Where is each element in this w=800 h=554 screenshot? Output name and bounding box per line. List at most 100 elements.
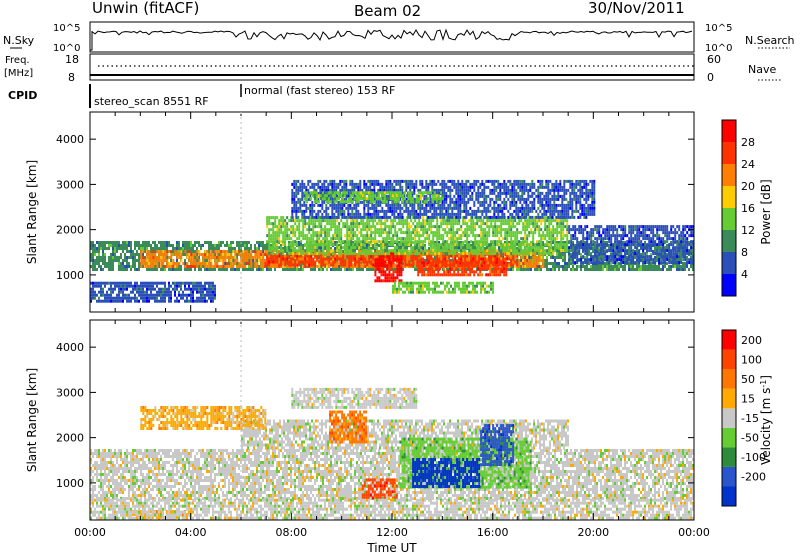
- heatmap-cell: [256, 250, 259, 253]
- heatmap-cell: [366, 260, 369, 264]
- heatmap-cell: [332, 240, 335, 244]
- heatmap-cell: [474, 243, 477, 247]
- heatmap-cell: [428, 237, 431, 241]
- heatmap-cell: [392, 270, 395, 274]
- heatmap-cell: [382, 222, 385, 226]
- heatmap-cell: [96, 250, 98, 253]
- heatmap-cell: [252, 268, 254, 271]
- heatmap-cell: [474, 225, 477, 229]
- heatmap-cell: [196, 247, 198, 250]
- heatmap-cell: [450, 246, 453, 250]
- heatmap-cell: [426, 252, 429, 256]
- heatmap-cell: [320, 260, 323, 264]
- heatmap-cell: [92, 259, 94, 262]
- heatmap-cell: [302, 265, 305, 268]
- heatmap-cell: [448, 237, 451, 241]
- heatmap-cell: [444, 222, 447, 226]
- heatmap-cell: [487, 264, 490, 268]
- heatmap-cell: [366, 222, 369, 226]
- heatmap-cell: [162, 262, 165, 265]
- heatmap-cell: [246, 262, 249, 265]
- heatmap-cell: [90, 256, 92, 259]
- heatmap-cell: [451, 273, 454, 277]
- heatmap-cell: [396, 255, 399, 259]
- heatmap-cell: [390, 267, 393, 271]
- heatmap-cell: [483, 261, 486, 265]
- heatmap-cell: [658, 265, 660, 268]
- heatmap-cell: [230, 250, 232, 253]
- heatmap-cell: [686, 256, 688, 259]
- heatmap-cell: [556, 241, 558, 244]
- heatmap-cell: [398, 241, 400, 244]
- heatmap-cell: [212, 265, 215, 268]
- heatmap-cell: [266, 250, 269, 253]
- heatmap-cell: [382, 252, 385, 256]
- heatmap-cell: [484, 237, 487, 241]
- heatmap-cell: [470, 222, 473, 226]
- heatmap-cell: [276, 228, 279, 232]
- heatmap-cell: [480, 222, 483, 226]
- heatmap-cell: [148, 259, 151, 262]
- heatmap-cell: [380, 261, 383, 265]
- heatmap-cell: [316, 231, 319, 235]
- heatmap-cell: [150, 262, 153, 265]
- heatmap-cell: [124, 247, 126, 250]
- heatmap-cell: [114, 253, 116, 256]
- heatmap-cell: [280, 244, 282, 247]
- heatmap-cell: [474, 254, 477, 258]
- heatmap-cell: [443, 267, 446, 271]
- heatmap-cell: [686, 259, 688, 262]
- heatmap-cell: [288, 268, 290, 271]
- heatmap-cell: [352, 228, 355, 232]
- heatmap-cell: [134, 259, 136, 262]
- heatmap-cell: [190, 256, 193, 259]
- heatmap-cell: [438, 228, 441, 232]
- heatmap-cell: [254, 253, 257, 256]
- heatmap-cell: [374, 231, 377, 235]
- heatmap-cell: [204, 241, 206, 244]
- heatmap-cell: [258, 247, 260, 250]
- heatmap-cell: [328, 253, 331, 256]
- heatmap-cell: [334, 243, 337, 247]
- heatmap-cell: [452, 249, 455, 253]
- heatmap-cell: [126, 268, 128, 271]
- heatmap-cell: [492, 243, 495, 247]
- heatmap-cell: [464, 240, 467, 244]
- heatmap-cell: [286, 231, 289, 235]
- heatmap-cell: [162, 247, 164, 250]
- heatmap-cell: [433, 270, 436, 274]
- heatmap-cell: [346, 243, 349, 247]
- heatmap-cell: [388, 241, 390, 244]
- heatmap-cell: [286, 225, 289, 229]
- heatmap-cell: [112, 247, 114, 250]
- heatmap-cell: [472, 252, 475, 256]
- heatmap-cell: [428, 234, 431, 238]
- heatmap-cell: [248, 256, 251, 259]
- heatmap-cell: [586, 268, 588, 271]
- heatmap-cell: [480, 257, 483, 261]
- heatmap-cell: [330, 237, 333, 241]
- heatmap-cell: [384, 237, 387, 241]
- heatmap-cell: [142, 247, 144, 250]
- heatmap-cell: [314, 222, 317, 226]
- heatmap-cell: [300, 249, 303, 253]
- heatmap-cell: [588, 253, 590, 256]
- heatmap-cell: [584, 265, 586, 268]
- heatmap-cell: [418, 252, 421, 256]
- heatmap-cell: [352, 234, 355, 238]
- heatmap-cell: [518, 268, 520, 271]
- heatmap-cell: [466, 240, 469, 244]
- heatmap-cell: [308, 228, 311, 232]
- heatmap-cell: [396, 258, 399, 262]
- heatmap-cell: [654, 256, 656, 259]
- heatmap-cell: [441, 261, 444, 265]
- heatmap-cell: [496, 254, 499, 258]
- heatmap-cell: [104, 265, 106, 268]
- heatmap-cell: [348, 260, 351, 264]
- heatmap-cell: [374, 234, 377, 238]
- heatmap-cell: [368, 268, 370, 271]
- heatmap-cell: [260, 256, 263, 259]
- heatmap-cell: [110, 253, 112, 256]
- heatmap-cell: [568, 262, 570, 265]
- heatmap-cell: [242, 250, 245, 253]
